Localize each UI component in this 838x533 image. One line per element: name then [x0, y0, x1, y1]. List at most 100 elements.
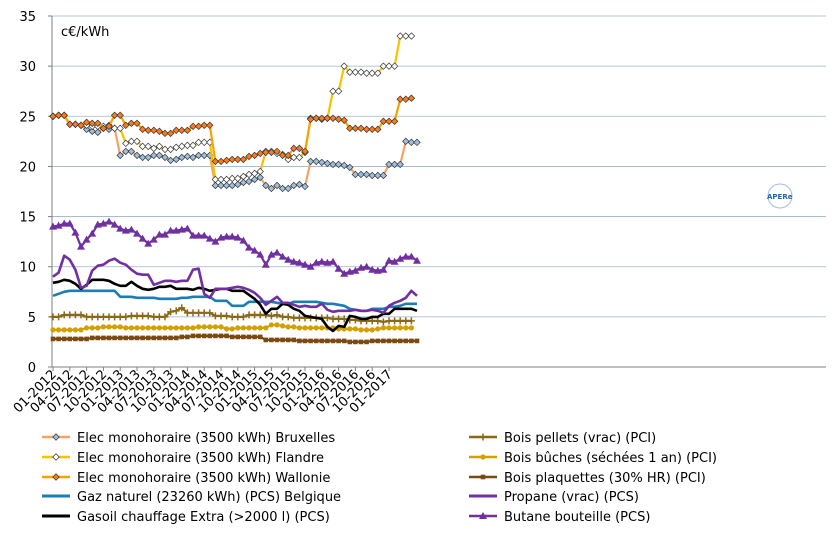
data-point: [257, 334, 263, 340]
data-point: [274, 322, 280, 328]
data-point: [127, 137, 136, 146]
data-point: [325, 338, 330, 344]
data-point: [289, 257, 298, 265]
data-point: [106, 324, 112, 330]
data-point: [166, 145, 175, 154]
data-point: [117, 324, 123, 330]
y-axis-ticks: 0 5 10 15 20 25 30 35: [19, 10, 52, 376]
data-point: [295, 144, 304, 153]
y-tick-label: 35: [19, 10, 36, 25]
data-point: [179, 325, 185, 331]
data-point: [392, 325, 398, 331]
data-point: [261, 260, 270, 268]
data-point: [407, 252, 416, 260]
data-point: [88, 229, 97, 237]
data-point: [112, 324, 118, 330]
data-point: [351, 266, 360, 274]
data-point: [116, 151, 124, 160]
series-5: [49, 304, 415, 326]
data-point: [364, 327, 370, 333]
data-point: [106, 335, 112, 341]
data-point: [60, 111, 68, 119]
data-point: [77, 242, 85, 250]
data-point: [273, 248, 281, 256]
series-line: [52, 254, 418, 315]
data-point: [144, 239, 153, 247]
data-point: [138, 234, 147, 242]
data-point: [190, 325, 196, 331]
data-point: [401, 252, 410, 260]
legend-entry: Gasoil chauffage Extra (>2000 l) (PCS): [42, 510, 330, 525]
data-point: [269, 337, 274, 343]
data-point: [250, 151, 259, 160]
data-point: [390, 257, 399, 265]
data-point: [317, 257, 326, 265]
data-point: [151, 325, 157, 331]
data-point: [263, 325, 269, 331]
legend: Elec monohoraire (3500 kWh) Bruxelles Ele…: [42, 431, 717, 525]
data-point: [200, 231, 209, 239]
data-point: [329, 160, 337, 169]
logo-text: APERe: [767, 193, 793, 201]
data-point: [273, 311, 281, 319]
data-point: [200, 151, 208, 160]
data-point: [122, 121, 130, 130]
data-point: [105, 217, 113, 225]
data-point: [392, 338, 397, 344]
data-point: [408, 325, 414, 331]
data-point: [222, 232, 231, 240]
data-point: [390, 160, 399, 169]
data-point: [263, 337, 269, 343]
data-point: [84, 325, 90, 331]
axes: [51, 16, 826, 368]
legend-entry: Gaz naturel (23260 kWh) (PCS) Belgique: [42, 490, 341, 505]
legend-marker: [52, 473, 60, 481]
data-point: [134, 325, 140, 331]
data-point: [218, 324, 224, 330]
data-point: [144, 153, 152, 162]
data-point: [234, 180, 242, 189]
data-point: [194, 138, 203, 147]
data-point: [129, 335, 134, 341]
data-point: [273, 181, 281, 190]
data-point: [312, 258, 321, 266]
data-point: [284, 255, 293, 263]
legend-label: Gasoil chauffage Extra (>2000 l) (PCS): [77, 510, 330, 525]
data-point: [50, 336, 56, 342]
data-point: [267, 250, 276, 258]
data-point: [78, 327, 84, 333]
data-point: [368, 171, 376, 180]
data-point: [318, 158, 326, 167]
data-point: [340, 315, 348, 323]
data-point: [127, 225, 136, 233]
data-point: [149, 235, 158, 243]
data-point: [110, 111, 119, 119]
data-point: [184, 325, 190, 331]
legend-label: Propane (vrac) (PCS): [504, 490, 639, 505]
data-point: [256, 167, 264, 176]
data-point: [89, 325, 95, 331]
data-point: [280, 337, 285, 343]
data-point: [190, 333, 196, 339]
legend-entry: Elec monohoraire (3500 kWh) Bruxelles: [42, 431, 335, 446]
data-point: [211, 157, 220, 166]
series-7: [50, 333, 420, 345]
data-point: [211, 175, 220, 184]
data-point: [318, 114, 326, 122]
data-point: [301, 260, 309, 268]
y-tick-label: 0: [28, 361, 36, 376]
data-point: [93, 220, 102, 228]
data-point: [357, 68, 365, 76]
data-point: [207, 333, 213, 339]
data-point: [407, 138, 416, 147]
data-point: [381, 338, 386, 344]
data-point: [346, 124, 354, 133]
data-point: [88, 127, 96, 136]
data-point: [396, 160, 404, 169]
data-point: [151, 335, 157, 341]
unit-label: c€/kWh: [61, 25, 109, 40]
data-point: [351, 170, 360, 179]
data-point: [368, 69, 376, 77]
data-point: [172, 307, 180, 315]
data-point: [250, 175, 259, 184]
